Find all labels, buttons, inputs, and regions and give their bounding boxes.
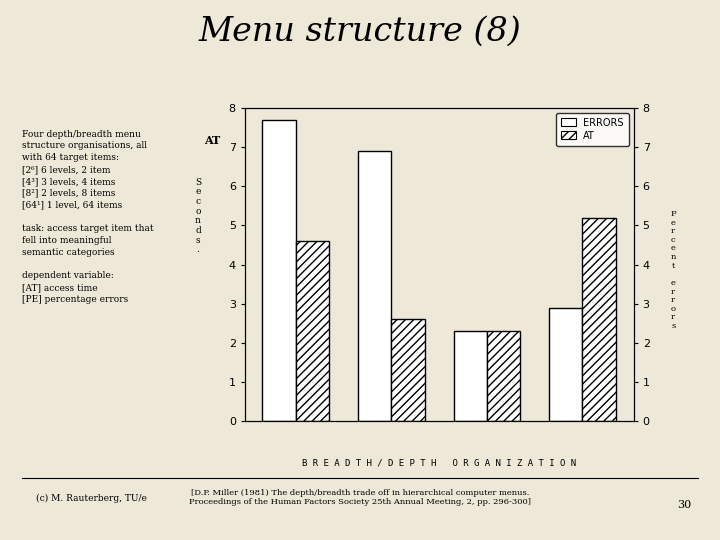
Bar (358, 151, 392, 421)
Bar (582, 218, 616, 421)
Text: (c) M. Rauterberg, TU/e: (c) M. Rauterberg, TU/e (36, 494, 147, 503)
Bar (392, 320, 425, 421)
Text: Four depth/breadth menu
structure organisations, all
with 64 target items:
[2⁶] : Four depth/breadth menu structure organi… (22, 130, 153, 304)
Text: Menu structure (8): Menu structure (8) (199, 16, 521, 48)
Bar (487, 331, 521, 421)
Text: 30: 30 (677, 500, 691, 510)
Text: [D.P. Miller (1981) The depth/breadth trade off in hierarchical computer menus.
: [D.P. Miller (1981) The depth/breadth tr… (189, 489, 531, 506)
Legend: ERRORS, AT: ERRORS, AT (556, 113, 629, 145)
Bar (296, 241, 329, 421)
Text: AT: AT (204, 135, 220, 146)
Text: B R E A D T H / D E P T H   O R G A N I Z A T I O N: B R E A D T H / D E P T H O R G A N I Z … (302, 459, 576, 468)
Bar (263, 120, 296, 421)
Bar (454, 331, 487, 421)
Text: P
e
r
c
e
n
t
 
e
r
r
o
r
s: P e r c e n t e r r o r s (670, 210, 676, 330)
Bar (549, 308, 582, 421)
Text: S
e
c
o
n
d
s
.: S e c o n d s . (195, 178, 201, 254)
